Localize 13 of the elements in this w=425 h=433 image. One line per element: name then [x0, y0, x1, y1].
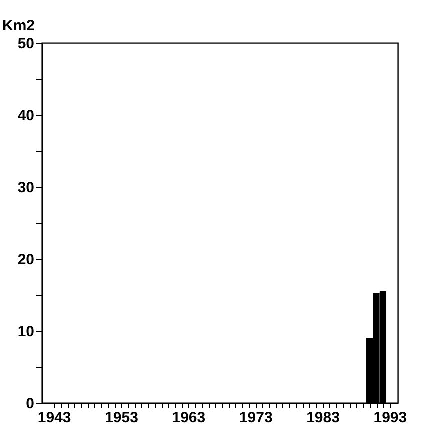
y-tick-label: 10: [18, 324, 34, 340]
x-tick-label: 1953: [105, 410, 138, 426]
y-tick-label: 0: [26, 396, 34, 412]
y-tick-label: 30: [18, 180, 34, 196]
x-tick-label: 1993: [374, 410, 408, 426]
x-tick-label: 1973: [239, 410, 273, 426]
y-axis-title: Km2: [2, 18, 36, 34]
y-tick-label: 50: [18, 36, 34, 52]
y-tick-label: 20: [18, 252, 34, 268]
y-tick-label: 40: [18, 108, 34, 124]
x-tick-label: 1963: [172, 410, 206, 426]
x-tick-label: 1983: [306, 410, 340, 426]
x-tick-label: 1943: [38, 410, 72, 426]
